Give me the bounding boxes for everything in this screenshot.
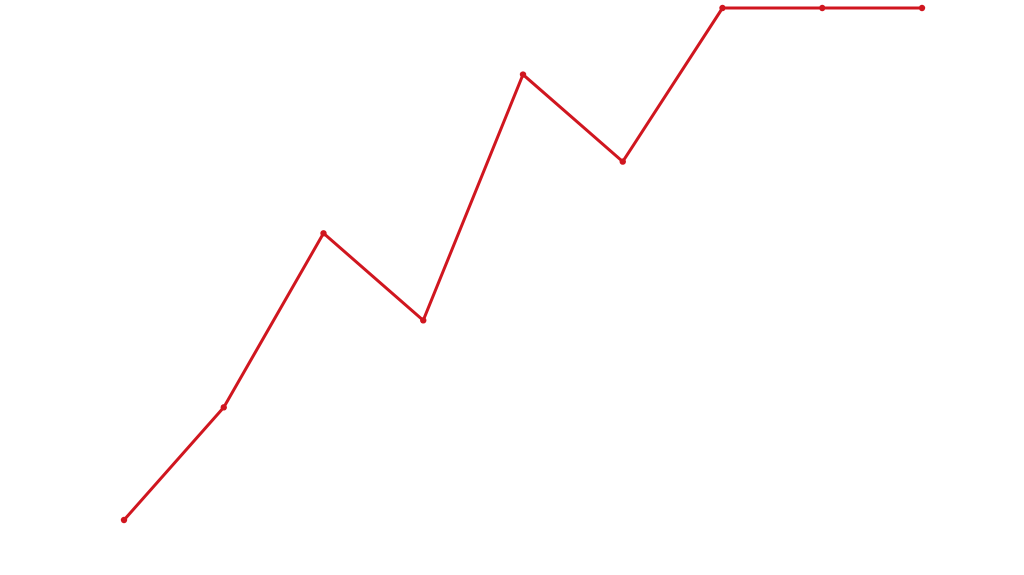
- data-point: [819, 4, 826, 12]
- data-point: [120, 516, 128, 524]
- data-point: [719, 4, 726, 12]
- data-line: [122, 6, 922, 521]
- data-point: [420, 317, 427, 324]
- data-point: [220, 404, 227, 411]
- data-point: [619, 158, 626, 165]
- data-point: [320, 230, 327, 237]
- data-point: [519, 71, 527, 78]
- data-point: [918, 4, 926, 12]
